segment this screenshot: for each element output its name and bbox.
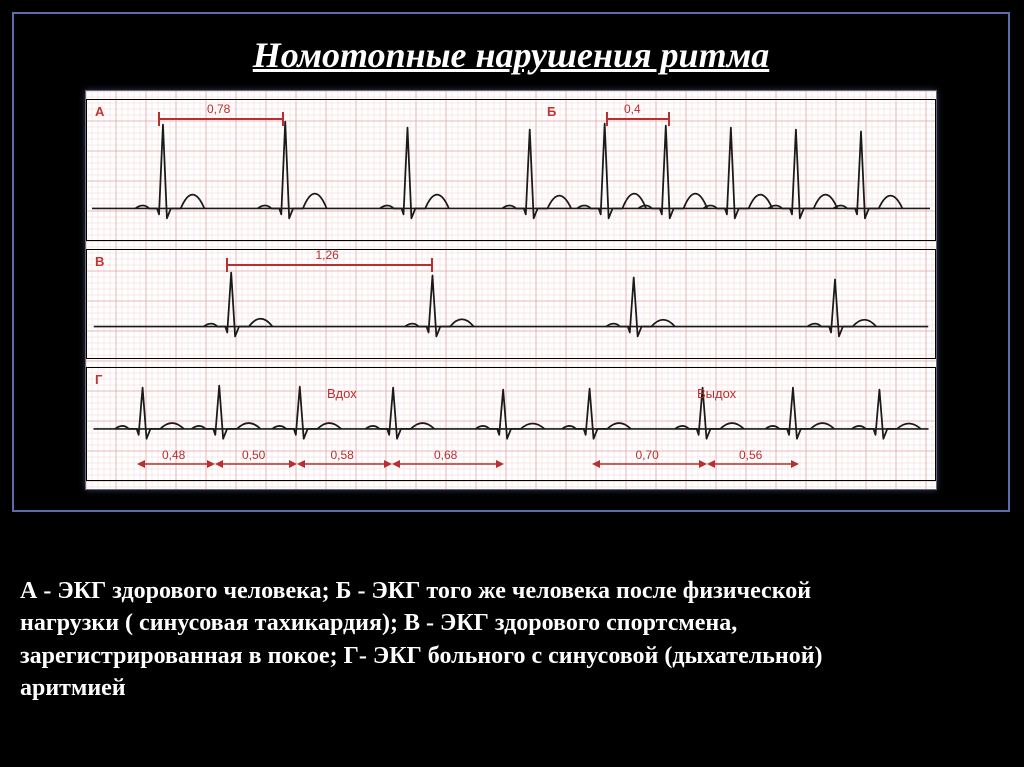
rr-value: 1,26: [316, 248, 339, 262]
rr-value: 0,4: [624, 102, 641, 116]
caption: А - ЭКГ здорового человека; Б - ЭКГ того…: [20, 575, 1000, 705]
breath-label: Выдох: [697, 386, 736, 401]
ecg-figure: АБ0,780,4В1,26ГВдохВыдох 0,48 0,50 0,58 …: [85, 90, 937, 490]
ecg-trace: [87, 100, 935, 240]
rr-tick: [431, 258, 433, 272]
rr-value: 0,70: [636, 448, 659, 462]
rr-marker: [607, 118, 669, 120]
rr-value: 0,58: [331, 448, 354, 462]
breath-label: Вдох: [327, 386, 357, 401]
caption-line: нагрузки ( синусовая тахикардия); В - ЭК…: [20, 607, 1000, 639]
rr-marker: [227, 264, 432, 266]
caption-line: аритмией: [20, 672, 1000, 704]
rr-tick: [668, 112, 670, 126]
page-title: Номотопные нарушения ритма: [14, 34, 1008, 76]
rr-value: 0,56: [739, 448, 762, 462]
rr-marker: [159, 118, 283, 120]
rr-value: 0,78: [207, 102, 230, 116]
caption-line: А - ЭКГ здорового человека; Б - ЭКГ того…: [20, 575, 1000, 607]
ecg-strip-A: АБ0,780,4: [86, 99, 936, 241]
rr-tick: [226, 258, 228, 272]
rr-tick: [158, 112, 160, 126]
rr-value: 0,50: [242, 448, 265, 462]
rr-value: 0,48: [162, 448, 185, 462]
ecg-strip-V: В1,26: [86, 249, 936, 359]
rr-arrow: [707, 458, 1024, 570]
slide-frame: Номотопные нарушения ритма АБ0,780,4В1,2…: [12, 12, 1010, 512]
rr-tick: [606, 112, 608, 126]
ecg-trace: [87, 250, 935, 358]
caption-line: зарегистрированная в покое; Г- ЭКГ больн…: [20, 640, 1000, 672]
rr-value: 0,68: [434, 448, 457, 462]
ecg-strip-G: ГВдохВыдох 0,48 0,50 0,58 0,68 0,70 0,56: [86, 367, 936, 481]
rr-tick: [282, 112, 284, 126]
